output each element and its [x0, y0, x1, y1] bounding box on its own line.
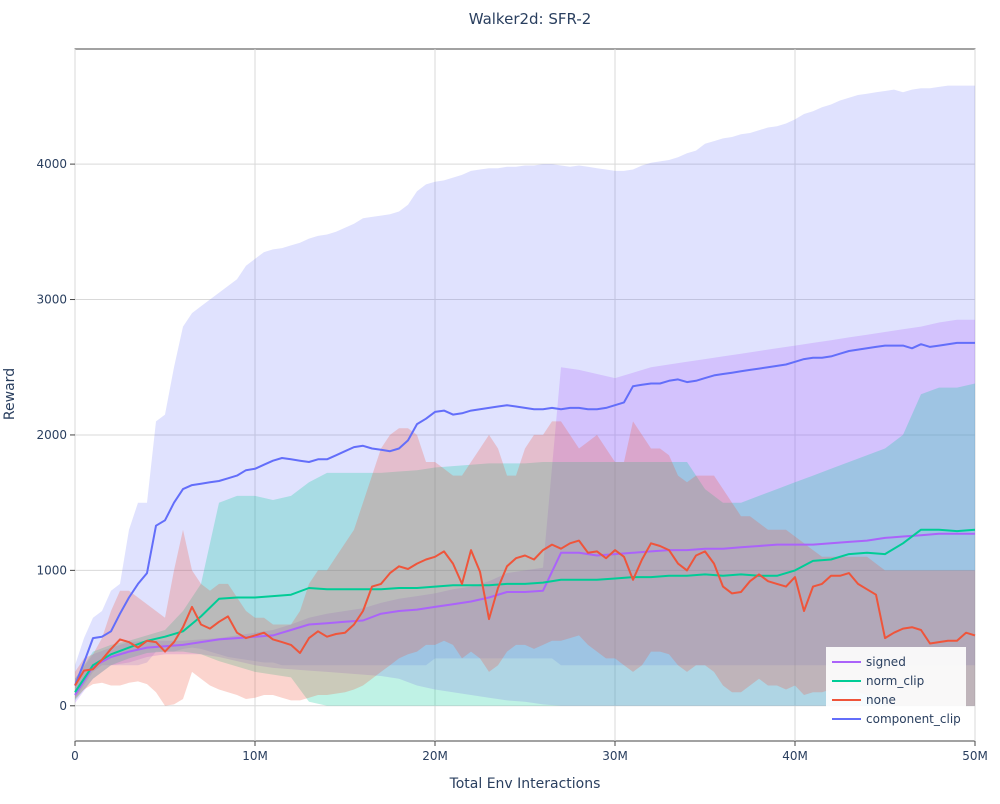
series-lines — [74, 341, 976, 696]
x-axis-title: Total Env Interactions — [449, 776, 601, 792]
legend-label: norm_clip — [866, 674, 924, 688]
x-tick-label: 50M — [962, 749, 988, 763]
x-tick-label: 0 — [71, 749, 79, 763]
band-signed — [75, 319, 975, 706]
y-axis-ticks: 0 1000 2000 3000 4000 — [36, 157, 75, 713]
y-tick-label: 1000 — [36, 563, 67, 577]
x-tick-label: 20M — [422, 749, 448, 763]
legend-label: signed — [866, 655, 906, 669]
y-tick-label: 2000 — [36, 428, 67, 442]
x-tick-label: 10M — [242, 749, 268, 763]
series-line-none — [74, 539, 976, 687]
series-line-component-clip — [74, 341, 975, 686]
x-axis-ticks: 0 10M 20M 30M 40M 50M — [71, 741, 988, 763]
y-tick-label: 4000 — [36, 157, 67, 171]
legend-label: component_clip — [866, 712, 961, 726]
band-none — [75, 421, 975, 706]
band-norm-clip — [75, 383, 975, 706]
series-line-signed — [74, 532, 975, 696]
x-tick-label: 30M — [602, 749, 628, 763]
series-line-norm-clip — [74, 528, 976, 693]
x-tick-label: 40M — [782, 749, 808, 763]
y-tick-label: 3000 — [36, 293, 67, 307]
chart-title: Walker2d: SFR-2 — [469, 10, 592, 28]
y-tick-label: 0 — [59, 699, 67, 713]
legend-label: none — [866, 693, 896, 707]
y-axis-title: Reward — [2, 368, 18, 420]
